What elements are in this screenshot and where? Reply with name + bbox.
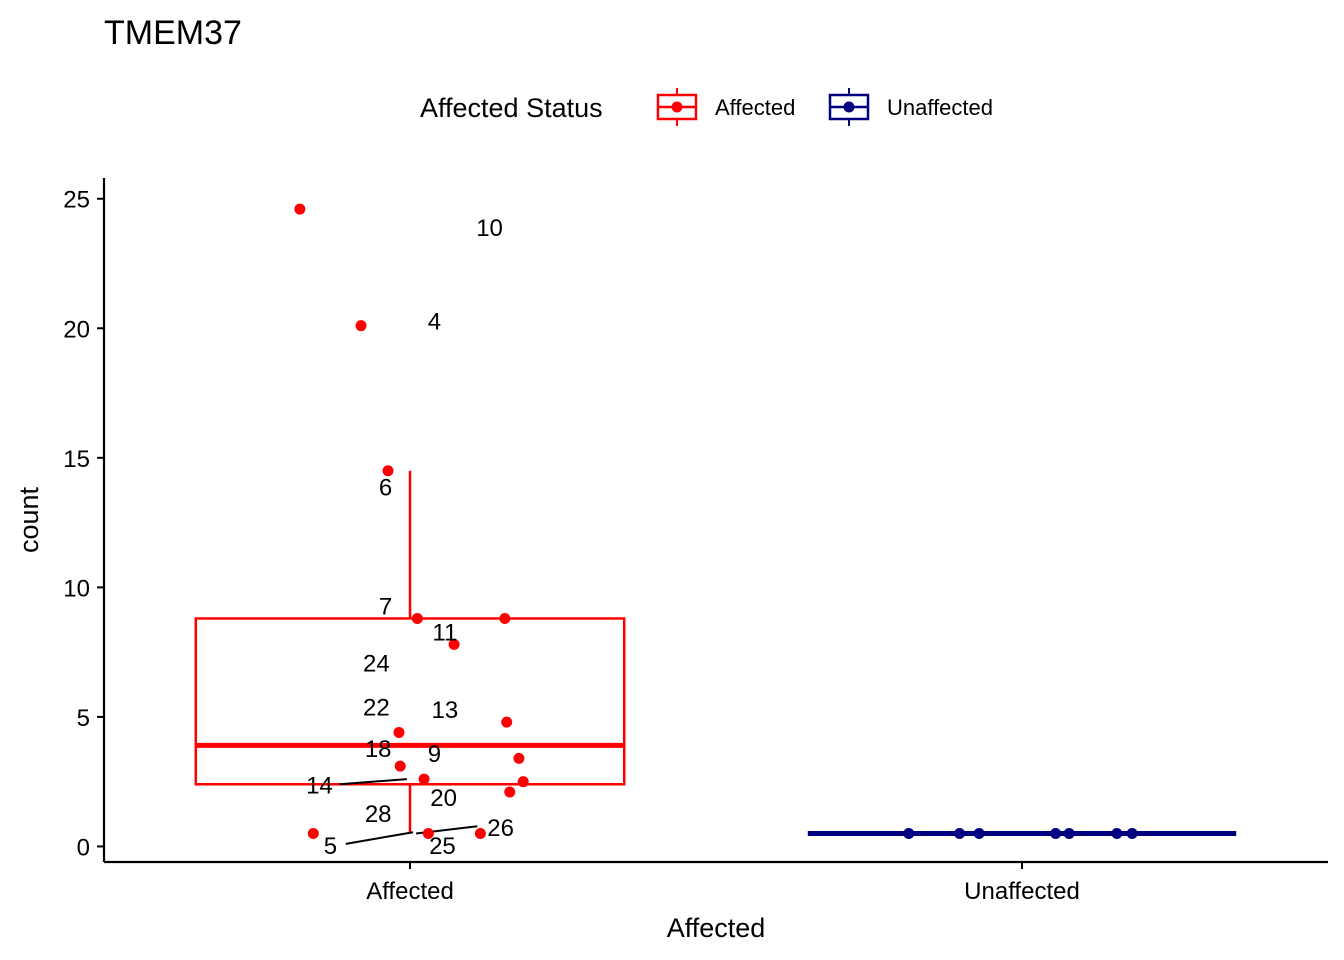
label-leader-line xyxy=(345,831,414,845)
y-tick-label: 15 xyxy=(63,446,90,473)
y-tick-label: 0 xyxy=(77,834,90,861)
data-point xyxy=(1063,828,1075,839)
point-label: 24 xyxy=(363,651,390,678)
point-label: 7 xyxy=(379,594,392,621)
data-point xyxy=(501,716,513,728)
data-point xyxy=(1050,828,1062,839)
data-point xyxy=(474,828,486,839)
data-point xyxy=(504,786,516,798)
label-leader-line xyxy=(339,778,408,786)
data-point xyxy=(355,320,367,332)
data-point xyxy=(294,203,306,215)
point-label: 9 xyxy=(428,741,441,768)
point-label: 6 xyxy=(379,474,392,501)
data-point xyxy=(517,776,529,788)
point-label: 22 xyxy=(363,695,390,722)
point-label: 5 xyxy=(324,833,337,860)
point-label: 18 xyxy=(365,736,392,763)
point-label: 28 xyxy=(365,801,392,828)
x-tick-label: Affected xyxy=(366,878,454,905)
box-affected xyxy=(194,470,626,834)
data-point xyxy=(499,612,511,624)
data-point xyxy=(394,760,406,772)
legend-label-unaffected: Unaffected xyxy=(887,95,993,120)
chart-title: TMEM37 xyxy=(104,14,242,52)
y-axis-title: count xyxy=(14,486,44,553)
legend-key-affected xyxy=(656,88,698,126)
y-tick-label: 10 xyxy=(63,575,90,602)
point-label: 20 xyxy=(430,785,457,812)
data-point xyxy=(1111,828,1123,839)
point-label: 4 xyxy=(428,309,441,336)
point-label: 10 xyxy=(476,215,503,242)
y-tick-label: 20 xyxy=(63,316,90,343)
data-point xyxy=(954,828,966,839)
y-tick-label: 25 xyxy=(63,187,90,214)
point-label: 13 xyxy=(432,697,459,724)
legend: Affected Status Affected Unaffected xyxy=(420,88,993,126)
legend-label-affected: Affected xyxy=(715,95,795,120)
data-point xyxy=(903,828,915,839)
data-point xyxy=(307,828,319,839)
x-axis-title: Affected xyxy=(667,913,766,943)
plot-area: 10 4 6 7 24 11 13 22 9 18 14 28 20 5 25 26 xyxy=(194,203,1237,860)
point-label: 14 xyxy=(306,772,333,799)
data-point xyxy=(973,828,985,839)
x-axis-ticks: Affected Unaffected xyxy=(366,862,1080,905)
legend-key-unaffected xyxy=(828,88,870,126)
data-point xyxy=(393,726,405,738)
data-point xyxy=(418,773,430,785)
point-label: 26 xyxy=(487,815,514,842)
box-iqr xyxy=(194,617,626,786)
data-point xyxy=(1126,828,1138,839)
data-point xyxy=(411,612,423,624)
legend-title: Affected Status xyxy=(420,93,603,123)
data-point xyxy=(382,465,394,477)
point-label: 11 xyxy=(432,619,457,646)
data-point xyxy=(422,828,434,839)
y-axis-ticks: 0 5 10 15 20 25 xyxy=(63,187,104,861)
x-tick-label: Unaffected xyxy=(964,878,1080,905)
point-label: 25 xyxy=(429,833,456,860)
data-point xyxy=(448,638,460,650)
y-tick-label: 5 xyxy=(77,705,90,732)
data-point xyxy=(513,752,525,764)
